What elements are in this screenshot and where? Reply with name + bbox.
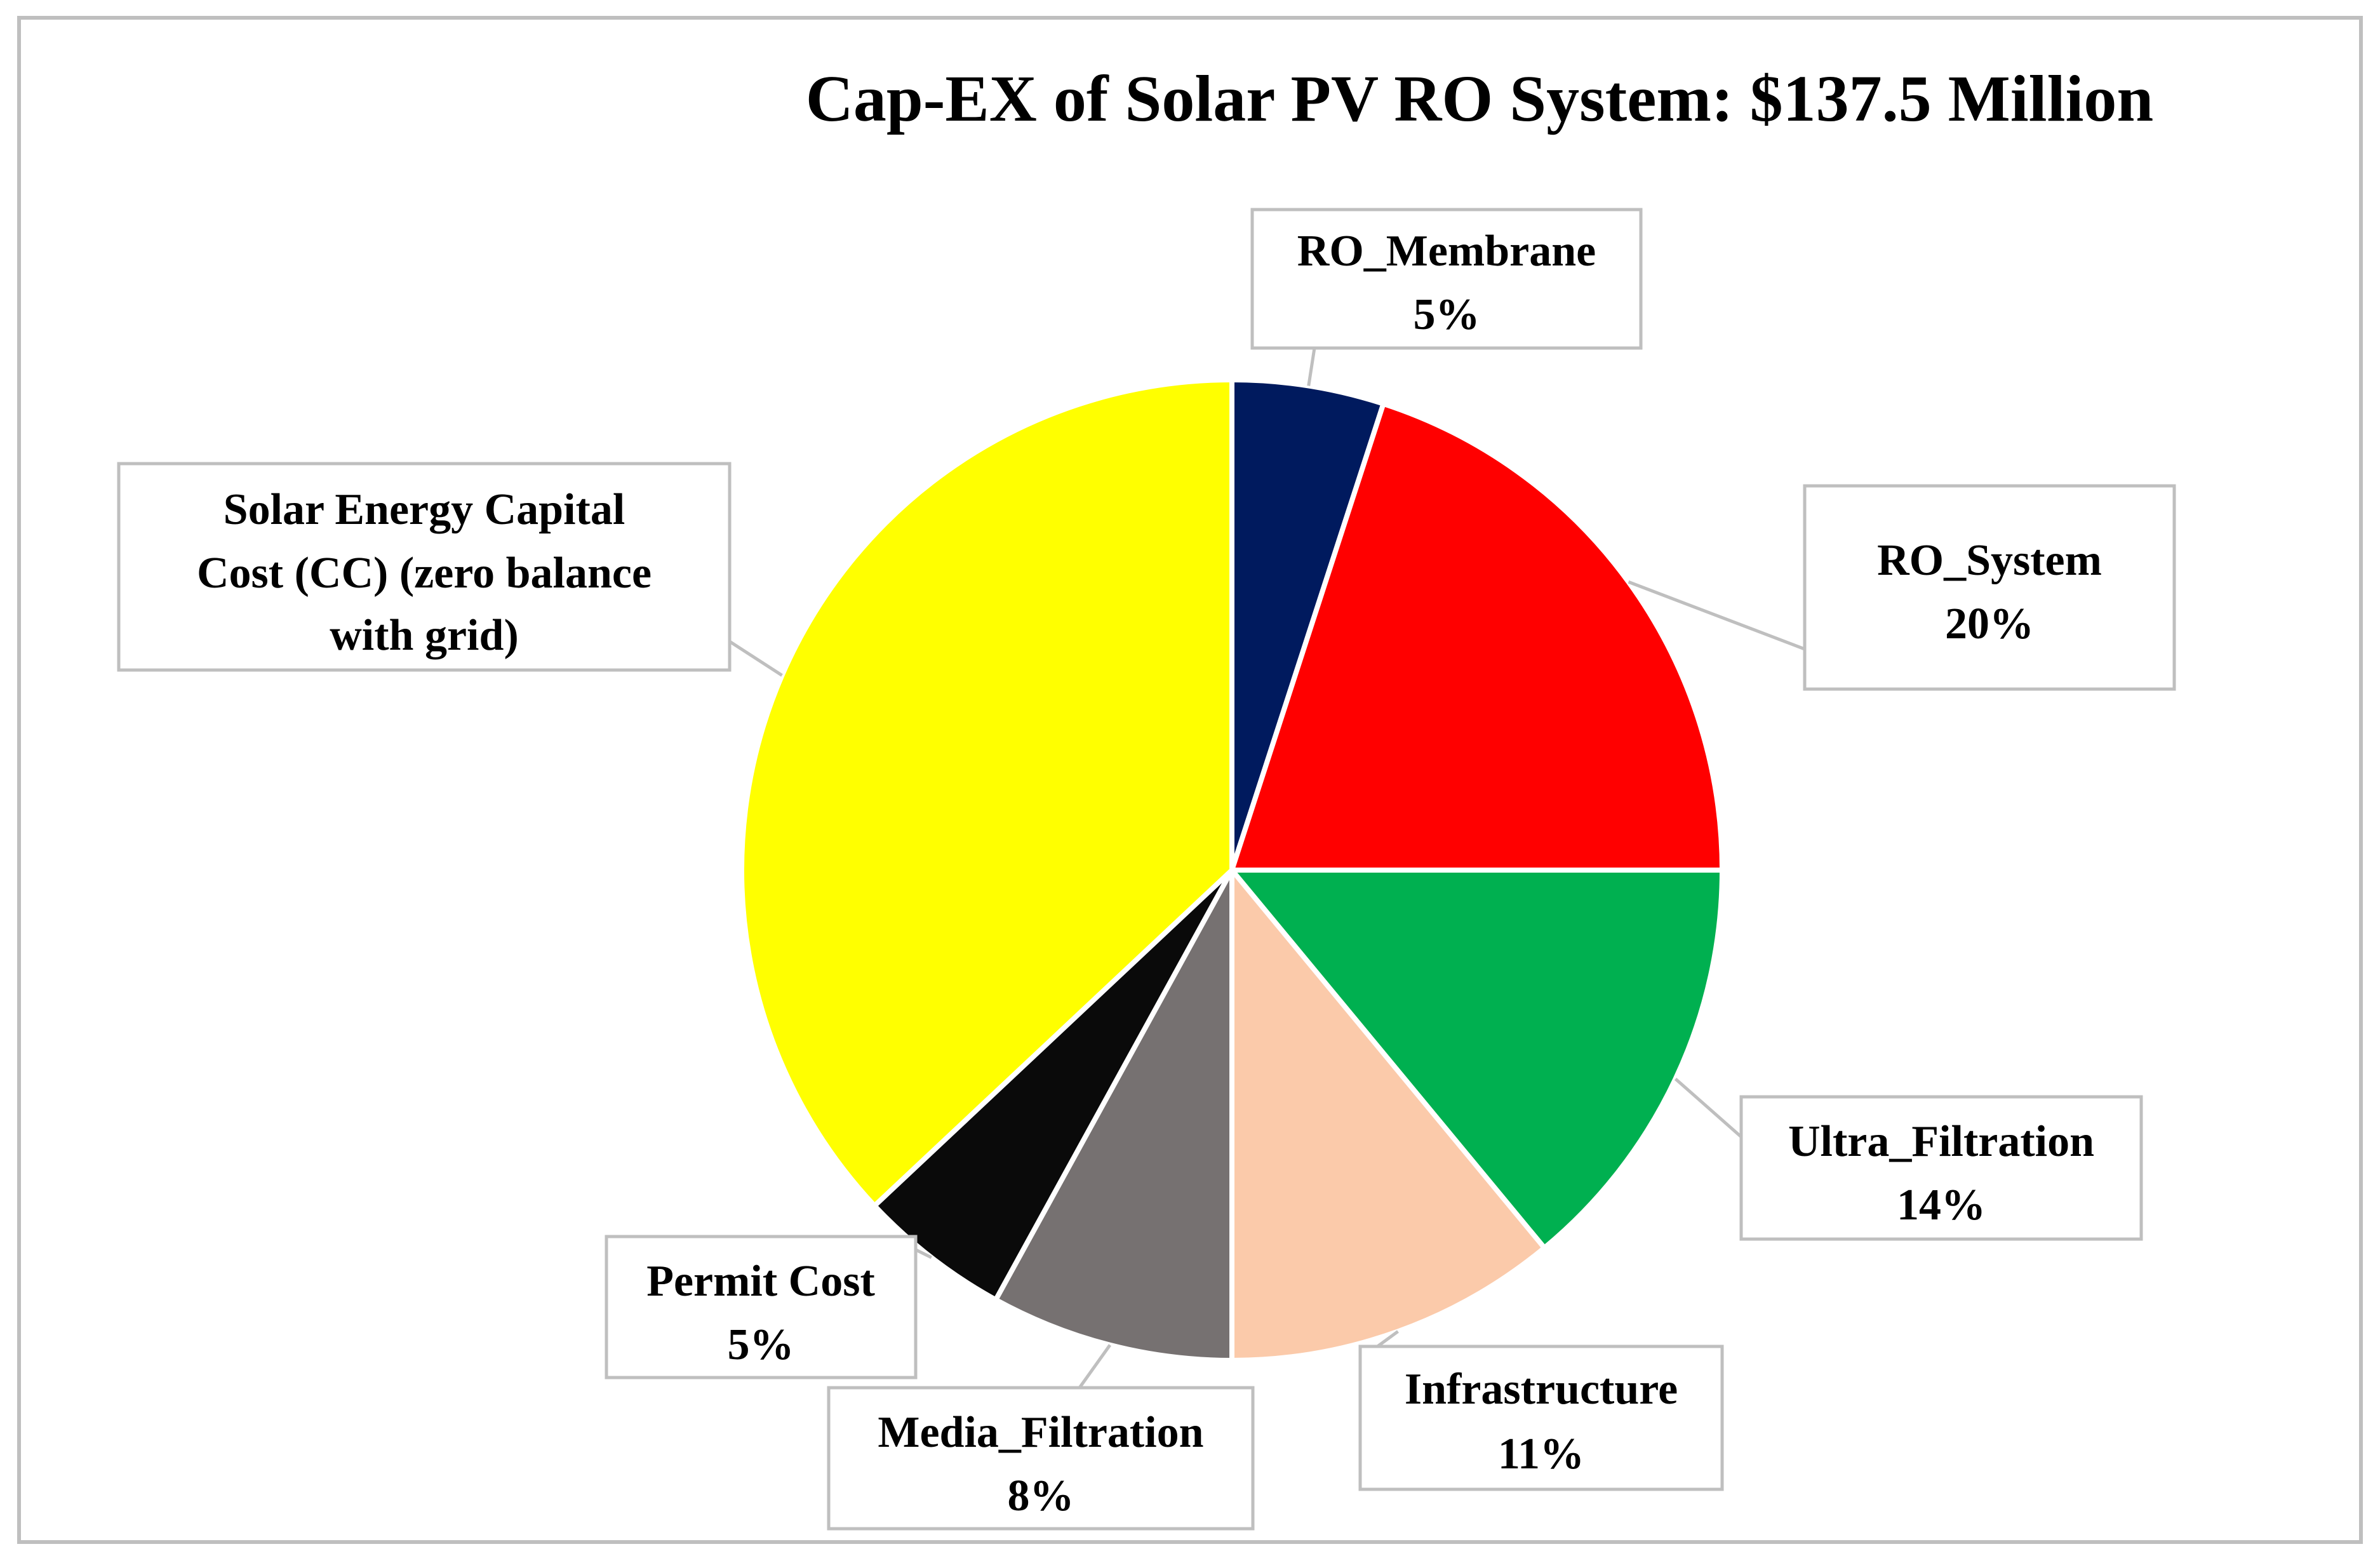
data-label-value-infrastructure: 11%	[1498, 1430, 1584, 1479]
data-label-name-ro-membrane: RO_Membrane	[1297, 227, 1596, 276]
chart-title: Cap-EX of Solar PV RO System: $137.5 Mil…	[806, 62, 2153, 135]
data-label-solar-energy: Solar Energy Capital Cost (CC) (zero bal…	[117, 462, 732, 672]
pie-slice-solar	[739, 377, 1234, 1209]
data-label-line-2-solar-energy: Cost (CC) (zero balance	[197, 549, 652, 598]
data-label-value-ro-membrane: 5%	[1414, 290, 1480, 339]
data-label-line-3-solar-energy: with grid)	[330, 611, 519, 660]
leader-line-solar	[728, 640, 783, 677]
data-label-box-permit-cost	[605, 1235, 918, 1379]
data-label-name-ultra-filtration: Ultra_Filtration	[1788, 1117, 2094, 1166]
data-label-box-ro-membrane	[1250, 208, 1643, 350]
data-label-name-ro-system: RO_System	[1877, 536, 2102, 585]
pie-slice-permit	[872, 868, 1234, 1303]
data-label-name-permit-cost: Permit Cost	[646, 1257, 875, 1306]
data-label-value-ro-system: 20%	[1945, 600, 2034, 648]
leader-line-ultra-filtration	[1674, 1077, 1742, 1138]
data-label-value-media-filtration: 8%	[1008, 1472, 1074, 1520]
pie-slices	[739, 377, 1725, 1363]
data-label-line-1-solar-energy: Solar Energy Capital	[224, 485, 625, 534]
data-label-ultra-filtration: Ultra_Filtration 14%	[1739, 1095, 2143, 1241]
leader-line-ro-system	[1628, 580, 1805, 651]
data-label-permit-cost: Permit Cost 5%	[605, 1235, 918, 1379]
data-label-value-ultra-filtration: 14%	[1897, 1181, 1986, 1230]
leader-line-ro-membrane	[1307, 347, 1316, 386]
data-label-box-solar-energy	[117, 462, 732, 672]
data-label-value-permit-cost: 5%	[728, 1320, 794, 1369]
data-label-ro-membrane: RO_Membrane 5%	[1250, 208, 1643, 350]
data-label-box-infrastructure	[1358, 1345, 1724, 1491]
data-label-name-media-filtration: Media_Filtration	[878, 1408, 1203, 1457]
data-label-box-media-filtration	[827, 1386, 1255, 1531]
data-label-name-infrastructure: Infrastructure	[1405, 1365, 1678, 1414]
data-label-ro-system: RO_System 20%	[1803, 484, 2176, 691]
data-label-box-ultra-filtration	[1739, 1095, 2143, 1241]
pie-slice-media-filtration	[993, 868, 1234, 1363]
leader-line-media-filtration	[1078, 1344, 1112, 1389]
data-label-infrastructure: Infrastructure 11%	[1358, 1345, 1724, 1491]
data-label-media-filtration: Media_Filtration 8%	[827, 1386, 1255, 1531]
data-label-box-ro-system	[1803, 484, 2176, 691]
